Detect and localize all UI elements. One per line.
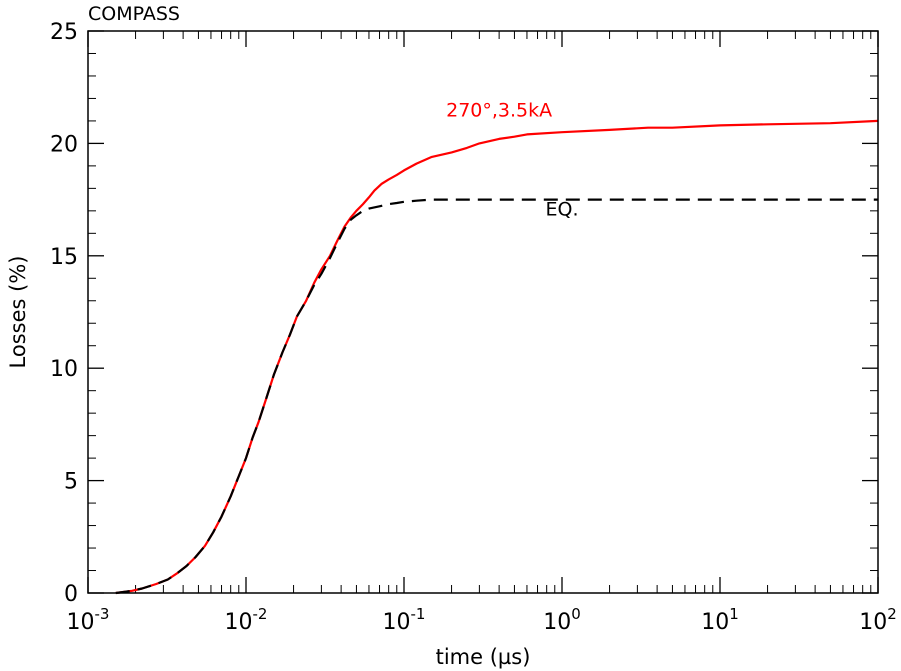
y-tick-label: 10 — [50, 357, 78, 382]
y-tick-label: 0 — [64, 582, 78, 607]
x-tick-labels: 10-3 10-2 10-1 100 101 102 — [67, 605, 897, 635]
y-tick-label: 20 — [50, 132, 78, 157]
series-label-1: EQ. — [546, 198, 579, 220]
x-axis-label: time (µs) — [436, 645, 531, 669]
x-tick-label: 10-1 — [383, 605, 426, 635]
x-tick-label: 101 — [701, 605, 739, 635]
y-tick-label: 25 — [50, 20, 78, 45]
series-line-0 — [115, 119, 879, 595]
series-label-0: 270°,3.5kA — [446, 99, 552, 121]
x-tick-label: 100 — [543, 605, 581, 635]
chart-title: COMPASS — [88, 3, 180, 25]
series-line-1 — [115, 198, 878, 595]
x-tick-label: 102 — [859, 605, 897, 635]
x-tick-label: 10-2 — [225, 605, 268, 635]
y-tick-label: 5 — [64, 470, 78, 495]
series-labels: 270°,3.5kA EQ. — [446, 99, 578, 220]
plot-frame — [87, 30, 879, 594]
x-tick-label: 10-3 — [67, 605, 110, 635]
y-tick-labels: 0 5 10 15 20 25 — [50, 20, 78, 607]
series-group — [115, 119, 879, 595]
y-axis-label: Losses (%) — [6, 256, 30, 369]
y-tick-label: 15 — [50, 245, 78, 270]
